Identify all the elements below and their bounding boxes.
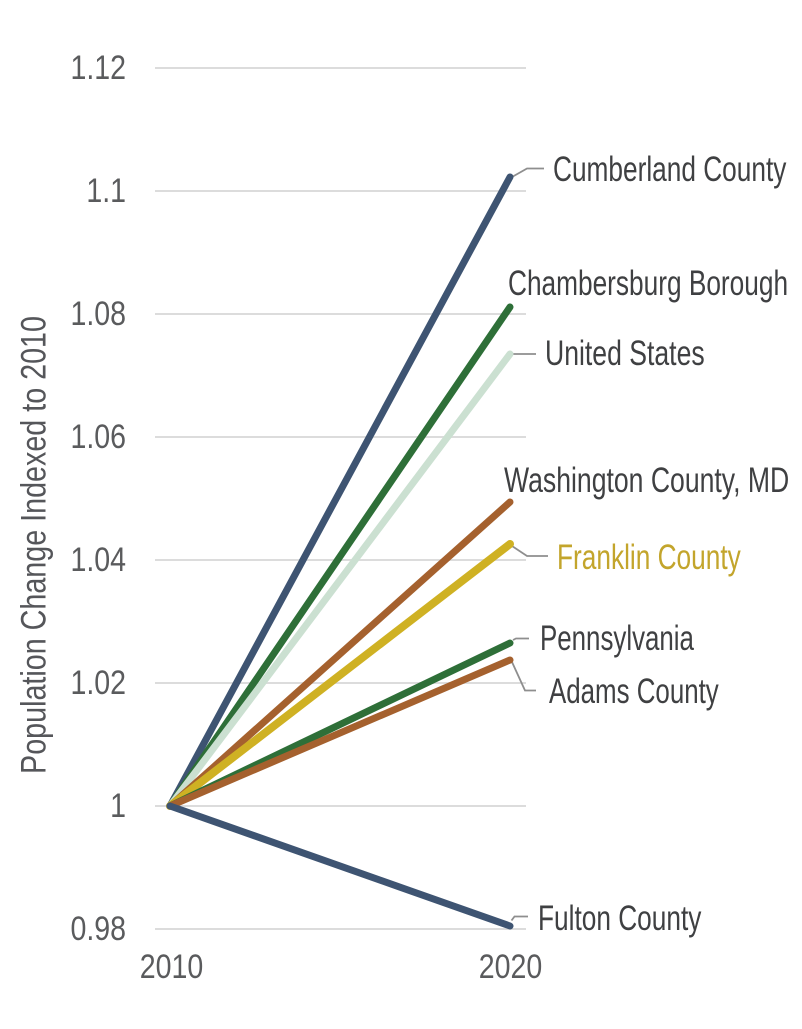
svg-text:1.06: 1.06 [70, 418, 126, 456]
svg-text:2020: 2020 [479, 948, 543, 986]
svg-text:Franklin County: Franklin County [557, 537, 741, 577]
svg-text:Adams County: Adams County [549, 671, 719, 711]
svg-text:1: 1 [110, 787, 126, 825]
svg-text:1.1: 1.1 [86, 172, 126, 210]
svg-text:Population Change Indexed to 2: Population Change Indexed to 2010 [14, 316, 53, 774]
svg-text:Washington County, MD: Washington County, MD [504, 460, 789, 499]
svg-text:0.98: 0.98 [70, 910, 126, 948]
svg-text:1.08: 1.08 [70, 295, 126, 333]
svg-text:Pennsylvania: Pennsylvania [540, 618, 695, 658]
svg-text:1.12: 1.12 [70, 49, 126, 87]
svg-text:Chambersburg Borough: Chambersburg Borough [508, 263, 788, 303]
svg-text:2010: 2010 [140, 948, 204, 986]
svg-text:United States: United States [545, 333, 705, 372]
svg-text:Fulton County: Fulton County [538, 898, 702, 938]
svg-text:Cumberland County: Cumberland County [553, 149, 787, 189]
svg-text:1.04: 1.04 [70, 541, 126, 579]
svg-text:1.02: 1.02 [70, 664, 126, 702]
